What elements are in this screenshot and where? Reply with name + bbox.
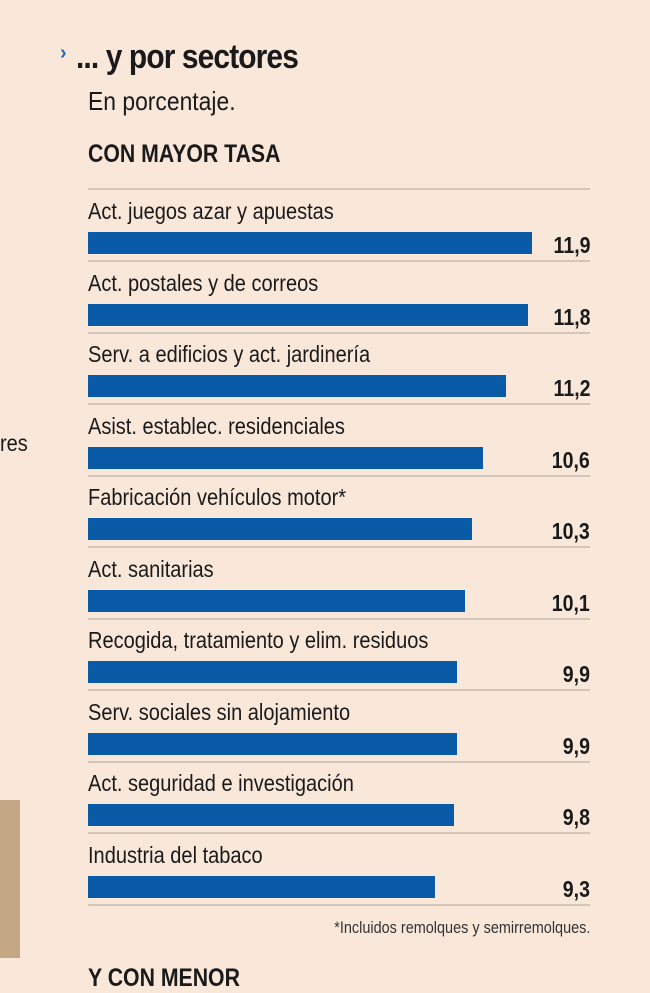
bar-row: Fabricación vehículos motor* 10,3 xyxy=(88,484,590,556)
category-label: Act. postales y de correos xyxy=(88,269,319,296)
row-divider xyxy=(88,617,590,620)
bar-row: Recogida, tratamiento y elim. residuos 9,… xyxy=(88,627,590,699)
bar-row: Act. seguridad e investigación 9,8 xyxy=(88,770,590,842)
bar xyxy=(88,732,458,755)
value-label: 11,8 xyxy=(553,303,590,330)
category-label: Serv. a edificios y act. jardinería xyxy=(88,341,371,367)
chevron-right-icon: › xyxy=(60,42,67,64)
bar xyxy=(88,875,435,898)
bar xyxy=(88,661,458,683)
bar xyxy=(88,518,473,540)
category-label: Serv. sociales sin alojamiento xyxy=(88,698,351,725)
bar-row: Industria del tabaco 9,3 xyxy=(88,842,590,914)
category-label: Act. juegos azar y apuestas xyxy=(88,198,334,224)
chart-title: ... y por sectores xyxy=(76,38,299,76)
bar-row: Act. juegos azar y apuestas 11,9 xyxy=(88,198,590,270)
bar xyxy=(88,446,484,469)
bar xyxy=(88,375,506,397)
category-label: Asist. establec. residenciales xyxy=(88,412,345,439)
value-label: 10,1 xyxy=(551,589,590,616)
row-divider xyxy=(88,760,590,763)
row-divider xyxy=(88,903,590,906)
row-divider xyxy=(88,474,590,477)
bar xyxy=(88,232,532,254)
bar xyxy=(88,303,529,326)
value-label: 11,9 xyxy=(553,232,590,258)
value-label: 9,9 xyxy=(562,732,590,759)
footnote: *Incluidos remolques y semirremolques. xyxy=(333,918,590,937)
value-label: 10,3 xyxy=(551,518,590,544)
bar-row: Asist. establec. residenciales 10,6 xyxy=(88,413,590,485)
row-divider xyxy=(88,260,590,262)
value-label: 9,9 xyxy=(562,661,590,687)
divider xyxy=(88,188,590,190)
cropped-graphic-fragment xyxy=(0,800,20,958)
category-label: Act. sanitarias xyxy=(88,555,214,582)
bar-row: Act. sanitarias 10,1 xyxy=(88,556,590,628)
category-label: Fabricación vehículos motor* xyxy=(88,484,347,510)
bar xyxy=(88,589,465,612)
category-label: Recogida, tratamiento y elim. residuos xyxy=(88,627,429,653)
value-label: 11,2 xyxy=(553,375,590,401)
row-divider xyxy=(88,546,590,548)
section-heading: CON MAYOR TASA xyxy=(88,140,281,168)
bar-row: Act. postales y de correos 11,8 xyxy=(88,270,590,342)
row-divider xyxy=(88,689,590,691)
value-label: 9,8 xyxy=(562,804,590,830)
bar-row: Serv. sociales sin alojamiento 9,9 xyxy=(88,699,590,771)
bar xyxy=(88,804,454,826)
chart-subtitle: En porcentaje. xyxy=(88,86,236,116)
cropped-text-fragment: res xyxy=(0,430,28,456)
next-section-heading: Y CON MENOR xyxy=(88,964,240,992)
bar-row: Serv. a edificios y act. jardinería 11,2 xyxy=(88,341,590,413)
category-label: Industria del tabaco xyxy=(88,841,263,868)
row-divider xyxy=(88,331,590,334)
value-label: 10,6 xyxy=(551,446,590,473)
row-divider xyxy=(88,403,590,405)
value-label: 9,3 xyxy=(562,875,590,902)
row-divider xyxy=(88,832,590,834)
category-label: Act. seguridad e investigación xyxy=(88,770,354,796)
